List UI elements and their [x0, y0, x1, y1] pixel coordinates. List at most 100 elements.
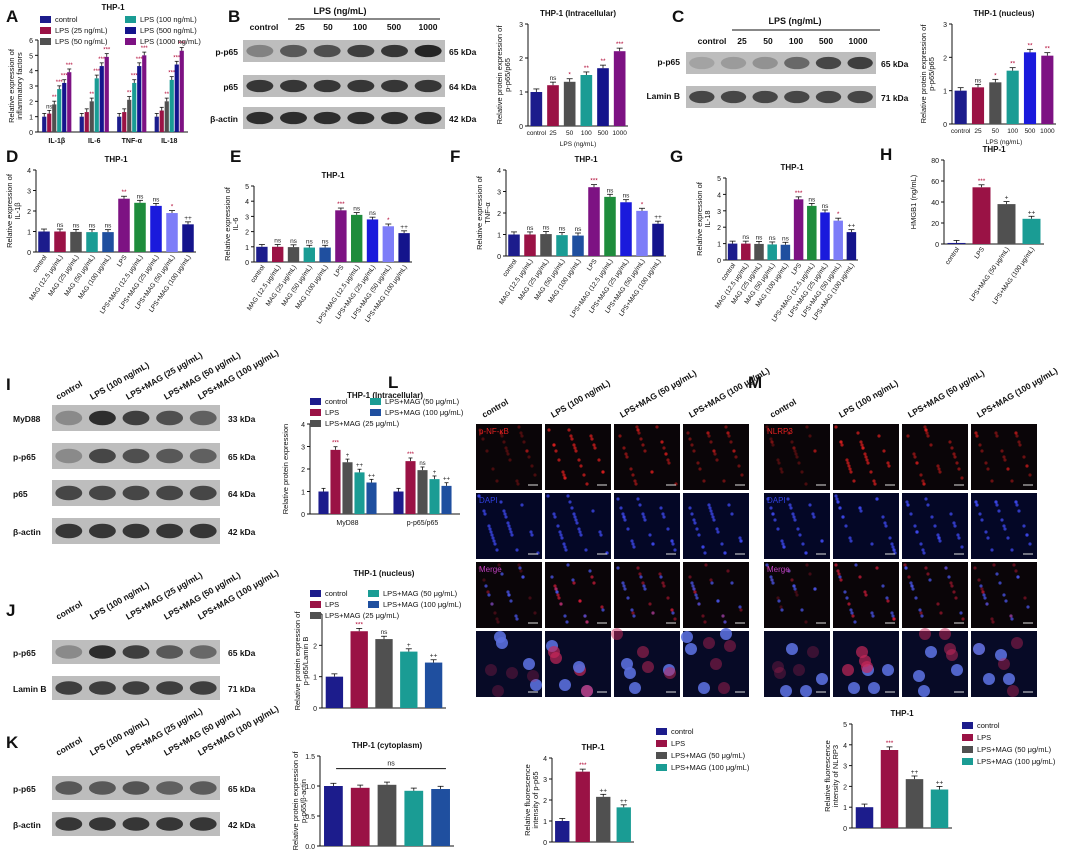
x-tick-label: control: [944, 246, 961, 266]
cell-dot: [835, 497, 839, 501]
cell-dot: [493, 611, 497, 615]
cell-dot: [860, 443, 864, 447]
legend-L: control LPS LPS+MAG (50 μg/mL) LPS+MAG (100…: [656, 727, 750, 772]
cell-dot: [787, 431, 791, 435]
significance-label: +: [433, 470, 437, 476]
y-tick-label: 1.0: [305, 784, 315, 791]
y-tick-label: 0.0: [305, 844, 315, 851]
band-name: Lamin B: [646, 91, 680, 101]
cell-dot: [734, 455, 738, 459]
cell-dot: [673, 548, 677, 552]
blot-band: [55, 523, 83, 539]
cell-dot: [554, 587, 558, 591]
band-kda: 42 kDa: [449, 114, 477, 124]
lane-label: control: [54, 379, 84, 402]
cell-dot: [870, 542, 874, 546]
cell-dot: [913, 524, 917, 528]
bar: [166, 213, 178, 252]
cell-dot: [630, 608, 634, 612]
y-axis-label: TNF-α: [483, 202, 492, 224]
cell-dot: [558, 530, 562, 534]
significance-label: ***: [886, 740, 894, 747]
cell-dot: [718, 682, 730, 694]
cell-dot: [888, 536, 892, 540]
cell-dot: [724, 425, 728, 429]
cell-dot: [919, 473, 923, 477]
cell-dot: [1012, 563, 1016, 567]
significance-label: ns: [419, 461, 425, 467]
bar: [597, 68, 609, 126]
cell-dot: [493, 542, 497, 546]
significance-label: ns: [274, 238, 282, 245]
panel-letter-A: A: [6, 7, 18, 26]
cell-dot: [911, 587, 915, 591]
y-axis-label: Relative protein expression of: [291, 751, 300, 851]
lane-label: 25: [295, 22, 305, 32]
cell-dot: [611, 628, 623, 640]
cell-dot: [711, 515, 715, 519]
blot-row-p-p65: [243, 40, 445, 62]
fluo-image: [764, 562, 830, 628]
cell-dot: [834, 494, 838, 498]
fluo-image: [614, 562, 680, 628]
blot-band: [189, 448, 217, 464]
cell-dot: [780, 608, 784, 612]
y-tick-label: 1: [245, 245, 249, 252]
bar: [142, 55, 147, 133]
cell-dot: [1006, 536, 1010, 540]
cell-dot: [1014, 431, 1018, 435]
cell-dot: [625, 455, 629, 459]
bar: [377, 784, 397, 846]
fluo-image: [764, 631, 830, 697]
cell-dot: [856, 431, 860, 435]
significance-label: ++: [936, 779, 944, 786]
cell-dot: [853, 620, 857, 624]
blot-band: [689, 90, 715, 104]
cell-dot: [500, 434, 504, 438]
x-axis-label: LPS (ng/mL): [986, 139, 1023, 146]
cell-dot: [766, 428, 770, 432]
significance-label: ++: [443, 477, 451, 483]
x-tick-label: 100: [1007, 128, 1018, 135]
cell-dot: [487, 524, 491, 528]
cell-dot: [937, 467, 941, 471]
cell-dot: [865, 458, 869, 462]
cell-dot: [838, 575, 842, 579]
y-tick-label: 0: [543, 840, 547, 847]
cell-dot: [981, 590, 985, 594]
cell-dot: [499, 431, 503, 435]
cell-dot: [499, 431, 503, 435]
fluo-lane-label: LPS+MAG (50 μg/mL): [618, 368, 698, 420]
cell-dot: [975, 434, 979, 438]
cell-dot: [563, 545, 567, 549]
channel-label: Merge: [767, 565, 790, 574]
bar: [351, 214, 363, 262]
bar: [169, 79, 174, 132]
cell-dot: [992, 563, 996, 567]
cell-dot: [519, 569, 523, 573]
blot-row-β-actin: [52, 518, 220, 544]
bar: [62, 82, 67, 132]
bar: [393, 491, 404, 514]
cell-dot: [724, 640, 736, 652]
cell-dot: [685, 643, 697, 655]
cell-dot: [925, 431, 929, 435]
cell-dot: [729, 440, 733, 444]
cell-dot: [660, 440, 664, 444]
cell-dot: [776, 596, 780, 600]
cell-dot: [485, 664, 497, 676]
y-tick-label: 5: [717, 176, 721, 183]
band-kda: 64 kDa: [228, 489, 256, 499]
lane-label: control: [698, 36, 727, 46]
bar: [350, 631, 368, 708]
legend-swatch: [310, 612, 321, 619]
blot-row-Lamin B: [686, 86, 876, 108]
fluorescence-grid-M: NLRP3 DAPI Merge: [764, 424, 1037, 697]
blot-band: [189, 781, 217, 795]
cell-dot: [859, 440, 863, 444]
cell-dot: [506, 667, 518, 679]
cell-dot: [650, 470, 654, 474]
y-tick-label: 1.5: [305, 754, 315, 761]
